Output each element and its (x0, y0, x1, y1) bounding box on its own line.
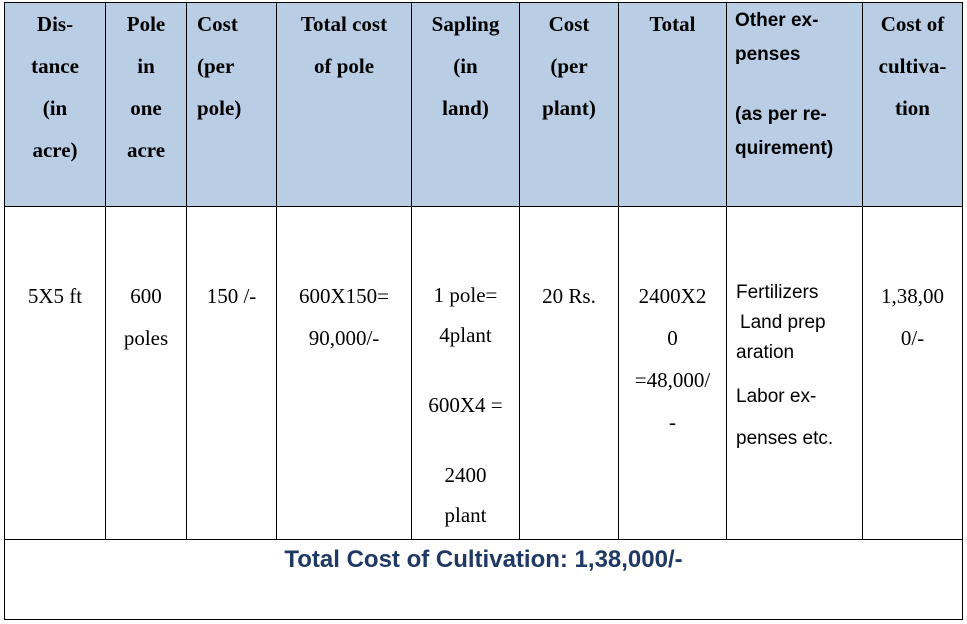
cell-other-expenses: Fertilizers Land prep aration Labor ex- … (726, 206, 863, 540)
cell-cost-of-cultivation: 1,38,00 0/- (862, 206, 963, 540)
cell-total-cost-pole: 600X150= 90,000/- (276, 206, 412, 540)
cell-cost-per-plant: 20 Rs. (519, 206, 619, 540)
header-pole-in-acre: Pole in one acre (105, 2, 187, 207)
header-total-cost-pole: Total cost of pole (276, 2, 412, 207)
header-row: Dis- tance (in acre) Pole in one acre Co… (4, 2, 963, 207)
cultivation-cost-table: Dis- tance (in acre) Pole in one acre Co… (4, 2, 963, 620)
cell-poles: 600 poles (105, 206, 187, 540)
header-cost-per-pole: Cost (per pole) (186, 2, 277, 207)
header-cost-per-plant: Cost (per plant) (519, 2, 619, 207)
header-other-expenses: Other ex- penses (as per re- quirement) (726, 2, 863, 207)
cell-distance: 5X5 ft (4, 206, 106, 540)
cell-total: 2400X2 0 =48,000/ - (618, 206, 727, 540)
header-total: Total (618, 2, 727, 207)
total-cost-summary: Total Cost of Cultivation: 1,38,000/- (4, 539, 963, 620)
total-row: Total Cost of Cultivation: 1,38,000/- (4, 539, 963, 620)
cell-cost-per-pole: 150 /- (186, 206, 277, 540)
header-cost-of-cultivation: Cost of cultiva- tion (862, 2, 963, 207)
cell-sapling: 1 pole= 4plant 600X4 = 2400 plant (411, 206, 520, 540)
header-distance: Dis- tance (in acre) (4, 2, 106, 207)
header-sapling: Sapling (in land) (411, 2, 520, 207)
data-row: 5X5 ft 600 poles 150 /- 600X150= 90,000/… (4, 206, 963, 540)
